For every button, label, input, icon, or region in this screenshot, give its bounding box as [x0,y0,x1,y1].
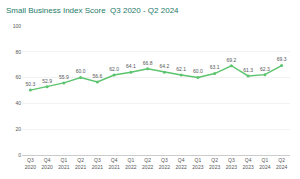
svg-text:62.1: 62.1 [176,66,186,72]
svg-text:62.0: 62.0 [109,66,119,72]
svg-text:69.2: 69.2 [227,57,237,63]
svg-text:62.3: 62.3 [260,66,270,72]
svg-text:60.0: 60.0 [193,68,203,74]
svg-text:60: 60 [15,74,21,80]
svg-text:0: 0 [18,152,21,158]
svg-text:Small Business Index Score Q3: Small Business Index Score Q3 2020 - Q2 … [6,6,179,15]
svg-text:64.1: 64.1 [126,63,136,69]
svg-text:Q32020: Q32020 [25,157,36,170]
svg-text:Q12023: Q12023 [192,157,203,170]
svg-text:64.2: 64.2 [160,63,170,69]
svg-text:100: 100 [13,23,22,29]
svg-text:63.1: 63.1 [210,64,220,70]
svg-text:Q22022: Q22022 [142,157,153,170]
svg-text:55.9: 55.9 [59,74,69,80]
svg-text:52.9: 52.9 [42,78,52,84]
svg-text:50.3: 50.3 [26,81,36,87]
svg-text:Q22024: Q22024 [276,157,287,170]
svg-text:Q42023: Q42023 [243,157,254,170]
svg-text:Q42021: Q42021 [109,157,120,170]
svg-text:60.0: 60.0 [76,68,86,74]
svg-text:69.3: 69.3 [277,56,287,62]
svg-text:Q12024: Q12024 [259,157,270,170]
svg-text:61.3: 61.3 [243,67,253,73]
svg-text:Q12022: Q12022 [125,157,136,170]
svg-text:80: 80 [15,49,21,55]
svg-text:Q22021: Q22021 [75,157,86,170]
svg-text:66.8: 66.8 [143,60,153,66]
svg-text:Q12021: Q12021 [58,157,69,170]
svg-text:Q32023: Q32023 [226,157,237,170]
svg-text:Q22023: Q22023 [209,157,220,170]
svg-text:Q42022: Q42022 [176,157,187,170]
svg-text:Q32021: Q32021 [92,157,103,170]
svg-text:20: 20 [15,126,21,132]
svg-text:Q32022: Q32022 [159,157,170,170]
svg-text:56.6: 56.6 [93,73,103,79]
svg-text:40: 40 [15,100,21,106]
svg-text:Q42020: Q42020 [42,157,53,170]
